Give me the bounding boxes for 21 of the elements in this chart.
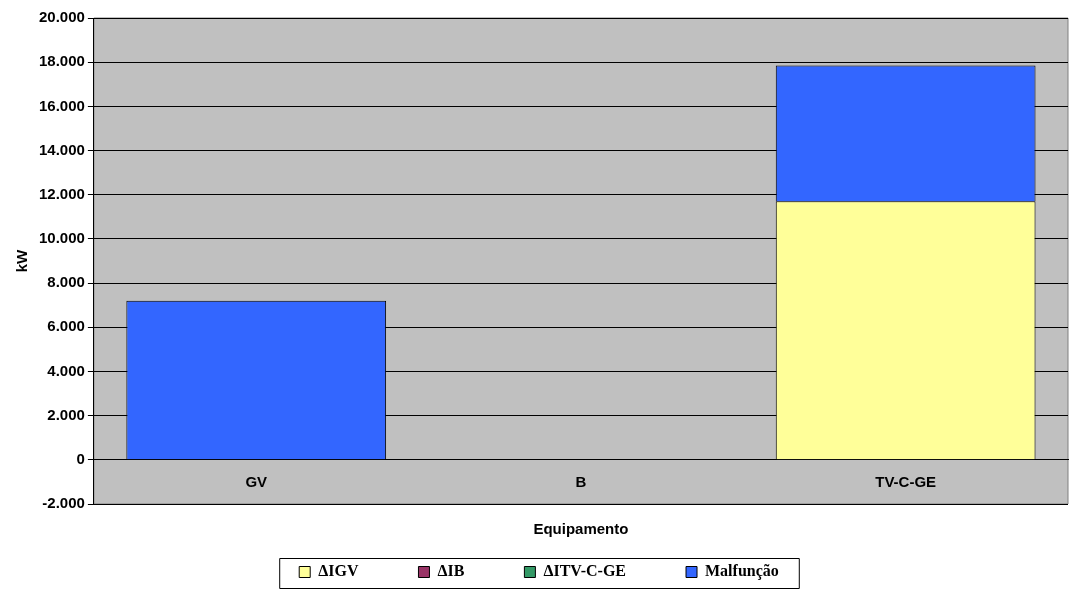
legend-label: ΔIGV xyxy=(318,562,359,580)
legend-label: Malfunção xyxy=(705,562,779,581)
y-tick-label: 14.000 xyxy=(38,140,85,158)
x-tick-label: B xyxy=(575,472,587,490)
y-tick-label: 10.000 xyxy=(38,229,85,247)
legend-label: ΔIB xyxy=(437,562,465,580)
y-tick-label: 2.000 xyxy=(47,405,85,423)
x-tick-label: TV-C-GE xyxy=(875,472,937,490)
y-tick-label: 18.000 xyxy=(38,52,85,70)
y-tick-label: 8.000 xyxy=(47,273,85,291)
y-tick-label: 20.000 xyxy=(38,8,85,26)
x-axis-title: Equipamento xyxy=(533,520,629,538)
x-tick-label: GV xyxy=(245,472,268,490)
y-tick-label: 0 xyxy=(76,449,85,467)
y-tick-label: 6.000 xyxy=(47,317,85,335)
y-tick-label: 4.000 xyxy=(47,361,85,379)
y-tick-label: -2.000 xyxy=(42,494,85,512)
y-axis-title: kW xyxy=(13,248,31,273)
y-tick-label: 12.000 xyxy=(38,184,85,202)
legend-label: ΔITV-C-GE xyxy=(543,562,627,580)
y-tick-label: 16.000 xyxy=(38,96,85,114)
